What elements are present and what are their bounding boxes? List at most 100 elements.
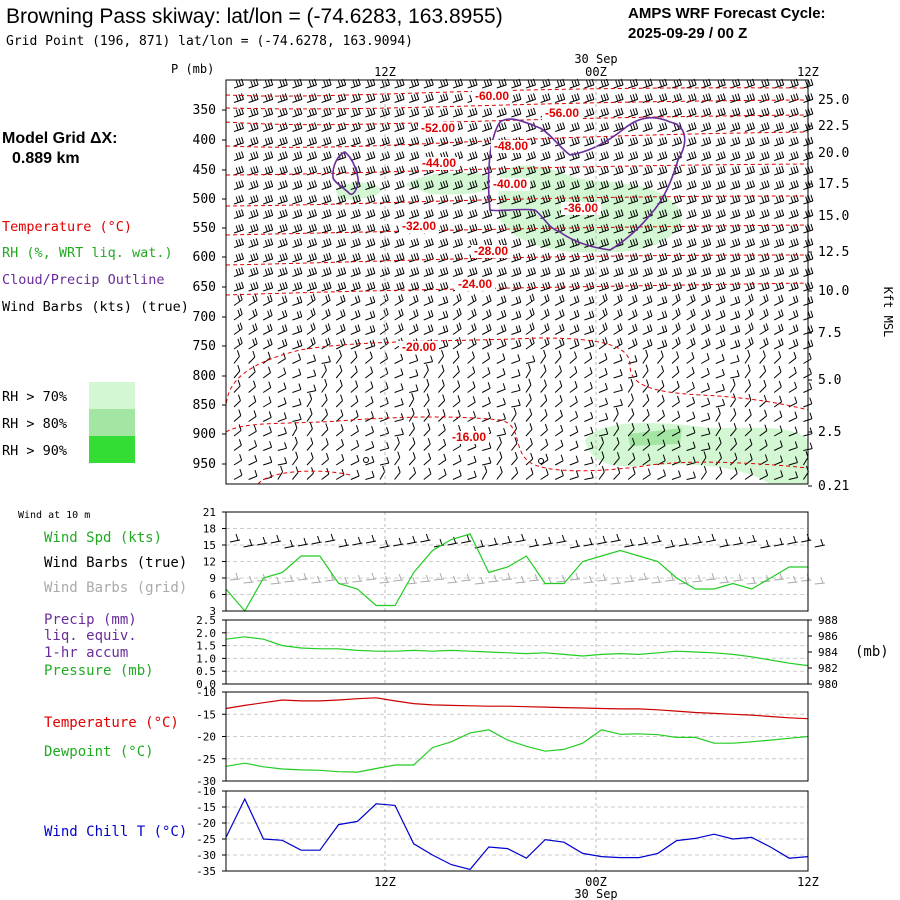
wind-barb-flag [299,107,303,115]
wind-barb-flag [267,224,271,231]
wind-barb [306,413,313,422]
wind-barb-flag [734,311,738,318]
wind-barb-flag [372,325,376,332]
height-tick: 17.5 [818,177,849,192]
wind-barb [321,98,332,103]
wind-barb-flag [719,466,723,473]
wind-barb-flag [342,294,346,302]
wind-barb [277,214,288,219]
wind-barb-flag [647,239,651,246]
wind-barb-flag [734,437,738,445]
wind-barb-flag [746,167,750,174]
wind-barb-flag [752,107,755,115]
wind-barb-flag [810,325,814,332]
wind-barb-flag [387,107,390,115]
wind-barb [671,84,682,89]
wind-barb-flag [529,338,533,346]
wind-barb-flag [533,93,536,100]
wind-barb-flag [340,239,344,246]
wind-barb [657,287,668,292]
wind-barb-flag [792,325,796,332]
wind-barb-flag [514,437,518,444]
wind-barb-flag [749,239,753,246]
wind-barb [613,258,624,263]
wind-barb-flag [456,295,460,302]
wind-barb-flag [296,210,300,217]
wind-barb-flag [807,253,811,260]
wind-barb-flag [761,210,765,218]
wind-barb [511,374,521,379]
wind-barb-flag [442,311,446,318]
wind-barb-flag [294,80,298,87]
wind-barb-flag [606,93,609,100]
height-tick: 0.21 [818,479,849,494]
wind-barb-flag [367,138,371,145]
surface-wind-barb [284,545,295,549]
wind-barb-flag [576,309,580,317]
wind-barb-flag [590,426,594,434]
wind-barb [452,272,463,277]
wind-barb-flag [717,109,721,116]
wind-barb-flag [337,138,341,145]
wind-barb [657,84,668,89]
wind-barb [233,356,240,364]
surface-wind-barb-flag [561,534,565,542]
wind-barb [263,243,273,248]
wind-barb-flag [673,196,677,203]
panel-frame [225,619,809,685]
wind-barb-flag [761,225,765,232]
wind-barb-flag [457,123,461,130]
wind-barb-flag [311,137,315,144]
wind-barb-flag [294,196,298,203]
wind-barb-flag [270,136,274,144]
wind-barb-flag [746,283,750,290]
wind-barb-flag [252,195,256,202]
wind-barb-flag [445,296,449,303]
wind-barb [496,457,503,466]
wind-barb [759,229,770,234]
wind-barb-flag [400,353,404,360]
wind-barb-flag [644,239,648,247]
wind-barb [277,229,288,234]
wind-barb [525,287,536,292]
wind-barb-flag [284,442,288,449]
wind-barb-flag [634,338,638,345]
wind-barb [540,258,551,263]
wind-barb [627,384,634,393]
wind-barb [482,462,492,466]
wind-barb [671,431,681,437]
wind-barb-flag [795,338,799,346]
wind-barb-flag [576,338,580,346]
wind-barb [701,388,710,393]
wind-barb-flag [501,268,505,275]
wind-barb-flag [707,309,711,316]
wind-barb-flag [559,296,563,303]
wind-barb [773,371,782,379]
wind-barb-flag [631,408,635,415]
wind-barb [540,314,550,321]
wind-barb [394,388,404,393]
wind-barb [642,355,649,364]
wind-barb [627,300,638,306]
wind-barb-flag [298,368,302,375]
wind-barb-flag [299,136,303,144]
wind-barb-flag [372,310,376,317]
wind-barb-flag [241,93,244,100]
wind-barb-flag [237,324,241,331]
wind-barb-flag [410,268,414,276]
wind-barb [569,416,578,422]
wind-barb-flag [503,309,507,317]
forecast-cycle-label: AMPS WRF Forecast Cycle: [628,5,826,22]
wind-barb-flag [472,366,476,373]
wind-barb-flag [562,238,566,245]
wind-barb-flag [308,138,312,145]
wind-barb-flag [794,381,797,389]
wind-barb-flag [659,239,663,247]
wind-barb [642,258,653,263]
wind-barb-flag [529,324,533,331]
wind-barb [423,287,434,292]
wind-barb-flag [690,268,694,275]
wind-barb [277,447,287,451]
wind-barb-flag [591,151,595,158]
wind-barb [700,315,711,321]
